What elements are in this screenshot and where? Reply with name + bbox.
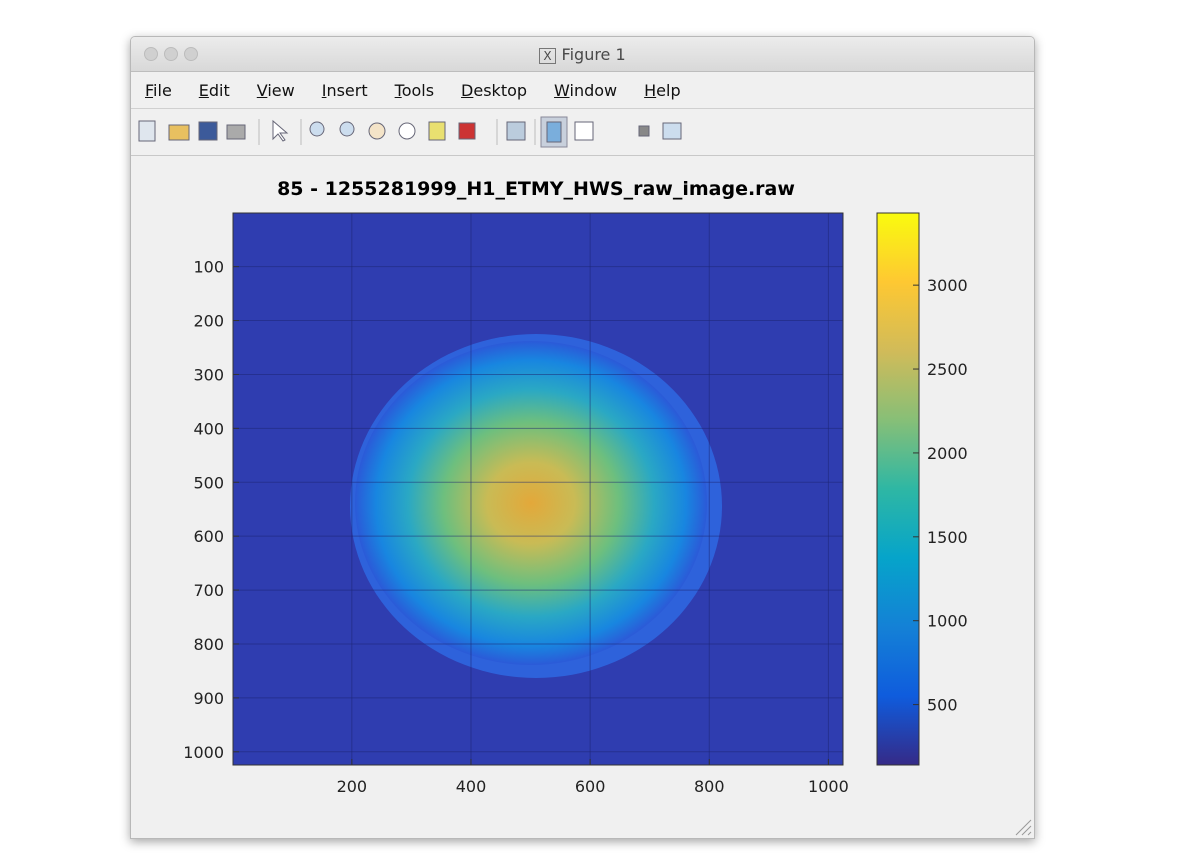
- menu-item[interactable]: Help: [644, 80, 681, 100]
- pointer-icon[interactable]: [272, 119, 289, 142]
- link-icon[interactable]: [506, 121, 526, 141]
- close-button[interactable]: [144, 47, 158, 61]
- colorbar-tick-label: 2000: [927, 444, 968, 463]
- window-title: X Figure 1: [131, 45, 1034, 64]
- y-tick-label: 700: [193, 581, 224, 600]
- menu-bar: File Edit View Insert Tools Desktop Window Help: [131, 72, 1034, 109]
- datacursor-icon[interactable]: [428, 121, 446, 141]
- colorbar-tick-label: 1500: [927, 528, 968, 547]
- new-icon[interactable]: [138, 120, 156, 142]
- colorbar-tick-label: 1000: [927, 612, 968, 631]
- y-tick-label: 600: [193, 527, 224, 546]
- y-tick-label: 300: [193, 365, 224, 384]
- colorbar: [876, 212, 920, 766]
- pan-icon[interactable]: [368, 122, 386, 140]
- rotate-icon[interactable]: [398, 122, 416, 140]
- x-tick-label: 800: [694, 777, 725, 796]
- colorbar-tick-label: 500: [927, 696, 958, 715]
- title-bar: X Figure 1: [131, 37, 1034, 72]
- y-tick-label: 800: [193, 635, 224, 654]
- y-tick-label: 500: [193, 473, 224, 492]
- chart-title: 85 - 1255281999_H1_ETMY_HWS_raw_image.ra…: [277, 178, 795, 200]
- axes-frame: [232, 212, 844, 766]
- minimize-button[interactable]: [164, 47, 178, 61]
- figure-canvas: 85 - 1255281999_H1_ETMY_HWS_raw_image.ra…: [183, 178, 1032, 836]
- colorbar-icon: [546, 121, 562, 143]
- figure-window: X Figure 1 File Edit View Insert Tools Desktop…: [130, 36, 1035, 839]
- brush-icon[interactable]: [458, 122, 476, 140]
- show-tools-icon[interactable]: [662, 122, 682, 140]
- toolbar-icons: [138, 116, 682, 148]
- resize-grip[interactable]: [1015, 819, 1032, 836]
- x-tick-label: 400: [456, 777, 487, 796]
- x11-icon: X: [539, 48, 556, 64]
- print-icon[interactable]: [226, 124, 246, 140]
- menu-item[interactable]: Tools: [394, 80, 435, 100]
- colorbar-tick-label: 3000: [927, 276, 968, 295]
- y-tick-label: 200: [193, 312, 224, 331]
- x-tick-label: 1000: [808, 777, 849, 796]
- zoom-button[interactable]: [184, 47, 198, 61]
- x-tick-label: 200: [337, 777, 368, 796]
- menu-item[interactable]: Edit: [198, 80, 230, 100]
- hide-tools-icon[interactable]: [638, 125, 650, 137]
- y-tick-label: 1000: [183, 743, 224, 762]
- colorbar-tick-label: 2500: [927, 360, 968, 379]
- y-tick-label: 100: [193, 258, 224, 277]
- toolbar: [131, 109, 1034, 156]
- image-beam: [355, 341, 707, 665]
- menu-item[interactable]: Desktop: [461, 80, 528, 100]
- legend-icon[interactable]: [574, 121, 594, 141]
- x-tick-label: 600: [575, 777, 606, 796]
- save-icon[interactable]: [198, 121, 218, 141]
- open-icon[interactable]: [168, 124, 190, 141]
- zoom-out-icon[interactable]: [339, 121, 355, 137]
- menu-item[interactable]: Insert: [321, 80, 368, 100]
- y-tick-label: 400: [193, 419, 224, 438]
- menu-item[interactable]: View: [256, 80, 295, 100]
- y-tick-label: 900: [193, 689, 224, 708]
- zoom-in-icon[interactable]: [309, 121, 325, 137]
- menu-item[interactable]: File: [145, 80, 172, 100]
- menu-item[interactable]: Window: [554, 80, 618, 100]
- window-title-text: Figure 1: [561, 45, 626, 64]
